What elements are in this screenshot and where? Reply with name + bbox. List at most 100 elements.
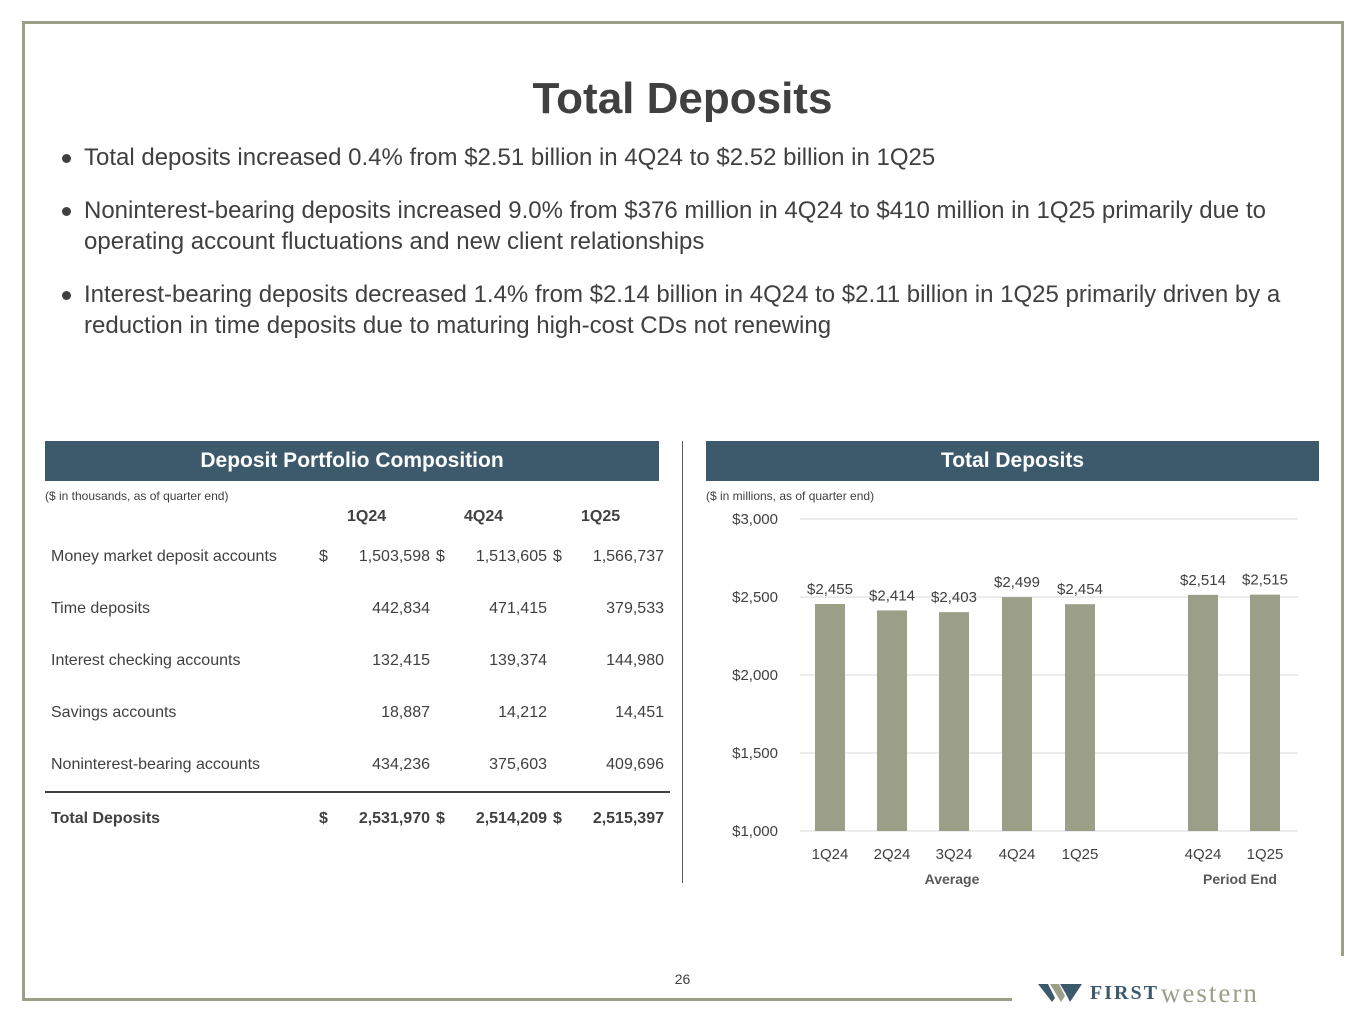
table-total-row: Total Deposits $ 2,531,970 $ 2,514,209 $… [45,791,670,845]
currency-spacer [436,739,450,792]
column-header: 4Q24 [464,508,504,525]
data-label: $2,514 [1180,572,1226,589]
frame-bottom-border [22,998,1012,1001]
row-label: Interest checking accounts [51,652,241,669]
column-header: 1Q25 [581,508,621,525]
table-row: Noninterest-bearing accounts 434,236 375… [45,739,670,792]
bullet-text: Interest-bearing deposits decreased 1.4%… [84,281,1281,339]
frame-left-border [22,21,25,1001]
cell-value: 144,980 [606,652,664,669]
x-tick-label: 4Q24 [1185,846,1222,863]
cell-value: 1,513,605 [475,548,547,565]
data-label: $2,499 [994,574,1040,591]
data-label: $2,455 [807,581,853,598]
currency-symbol: $ [436,548,445,565]
currency-spacer [553,739,567,792]
cell-value: 442,834 [372,600,430,617]
currency-spacer [436,687,450,739]
bar [1065,604,1095,831]
currency-symbol: $ [319,791,333,845]
deposit-composition-table: 1Q24 4Q24 1Q25 Money market deposit acco… [45,503,670,845]
cell-value: 1,566,737 [592,548,664,565]
row-label: Noninterest-bearing accounts [51,756,261,773]
data-label: $2,403 [931,589,977,606]
y-tick-label: $2,500 [732,589,778,606]
table-row: Time deposits 442,834 471,415 379,533 [45,583,670,635]
y-tick-label: $1,500 [732,745,778,762]
deposit-composition-header: Deposit Portfolio Composition [45,441,659,481]
bullet-text: Noninterest-bearing deposits increased 9… [84,197,1266,255]
bar [1188,594,1218,831]
total-deposits-chart-header: Total Deposits [706,441,1319,481]
company-logo: FIRST western [1038,978,1259,1008]
first-western-w-logo-icon [1038,984,1082,1002]
cell-value: 139,374 [489,652,547,669]
y-tick-label: $1,000 [732,823,778,840]
logo-first-text: FIRST [1090,981,1159,1004]
currency-spacer [436,635,450,687]
x-tick-label: 1Q25 [1062,846,1099,863]
panel-divider [682,441,683,883]
bullet-dot-icon [62,207,71,216]
x-tick-label: 3Q24 [936,846,973,863]
currency-symbol: $ [319,548,328,565]
header-spacer [45,503,319,531]
cell-value: 379,533 [606,600,664,617]
bullet-item: Interest-bearing deposits decreased 1.4%… [60,279,1330,341]
currency-spacer [553,583,567,635]
bar [1002,597,1032,831]
cell-value: 471,415 [489,600,547,617]
currency-spacer [319,583,333,635]
bullet-dot-icon [62,291,71,300]
bullet-dot-icon [62,154,71,163]
cell-value: 2,514,209 [450,791,553,845]
bullet-item: Noninterest-bearing deposits increased 9… [60,195,1330,257]
table-row: Savings accounts 18,887 14,212 14,451 [45,687,670,739]
data-label: $2,414 [869,587,915,604]
y-tick-label: $2,000 [732,667,778,684]
right-panel-note: ($ in millions, as of quarter end) [706,489,875,503]
currency-spacer [319,687,333,739]
cell-value: 14,451 [615,704,664,721]
cell-value: 2,515,397 [567,791,670,845]
x-tick-label: 2Q24 [874,846,911,863]
left-panel-note: ($ in thousands, as of quarter end) [45,489,229,503]
x-tick-label: 1Q25 [1247,846,1284,863]
row-label: Total Deposits [45,791,319,845]
bullet-list: Total deposits increased 0.4% from $2.51… [60,142,1330,363]
data-label: $2,454 [1057,581,1103,598]
row-label: Money market deposit accounts [51,548,277,565]
currency-spacer [319,635,333,687]
currency-spacer [319,739,333,792]
bar [939,612,969,831]
row-label: Savings accounts [51,704,177,721]
bullet-item: Total deposits increased 0.4% from $2.51… [60,142,1330,173]
x-tick-label: 1Q24 [812,846,849,863]
currency-spacer [553,687,567,739]
cell-value: 375,603 [489,756,547,773]
total-deposits-bar-chart: $1,000 $1,500 $2,000 $2,500 $3,000 $2,455 1Q24… [732,511,1298,887]
cell-value: 14,212 [498,704,547,721]
bullet-text: Total deposits increased 0.4% from $2.51… [84,144,936,171]
cell-value: 409,696 [606,756,664,773]
table-row: Money market deposit accounts $ 1,503,59… [45,531,670,583]
currency-symbol: $ [553,548,562,565]
bar [1250,594,1280,831]
group-label: Average [925,871,980,887]
currency-symbol: $ [436,791,450,845]
cell-value: 132,415 [372,652,430,669]
page-title: Total Deposits [532,74,833,123]
bar [877,610,907,831]
page-number: 26 [674,971,691,987]
x-tick-label: 4Q24 [999,846,1036,863]
cell-value: 18,887 [381,704,430,721]
table-header-row: 1Q24 4Q24 1Q25 [45,503,670,531]
frame-top-border [22,21,1344,24]
bar [815,604,845,831]
currency-spacer [436,583,450,635]
row-label: Time deposits [51,600,150,617]
column-header: 1Q24 [347,508,387,525]
group-label: Period End [1203,871,1277,887]
cell-value: 434,236 [372,756,430,773]
y-tick-label: $3,000 [732,511,778,528]
